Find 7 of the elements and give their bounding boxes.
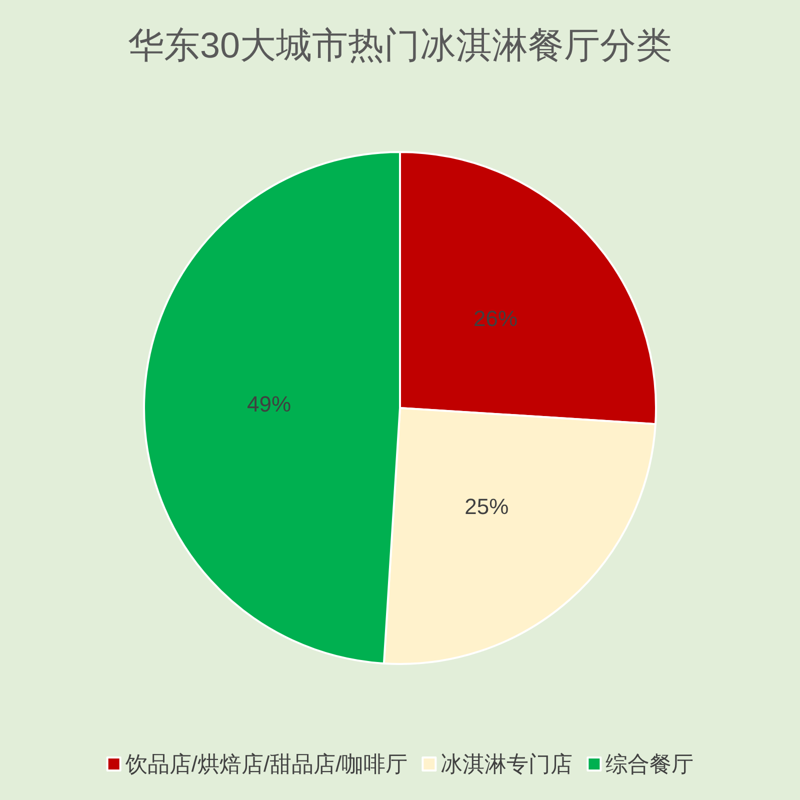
data-label: 25% — [464, 494, 509, 519]
data-label: 26% — [473, 306, 518, 331]
chart-title: 华东30大城市热门冰淇淋餐厅分类 — [128, 24, 672, 66]
data-label: 49% — [247, 391, 292, 416]
legend-label: 综合餐厅 — [606, 752, 694, 776]
legend-label: 饮品店/烘焙店/甜品店/咖啡厅 — [124, 752, 408, 776]
legend-label: 冰淇淋专门店 — [440, 752, 573, 776]
